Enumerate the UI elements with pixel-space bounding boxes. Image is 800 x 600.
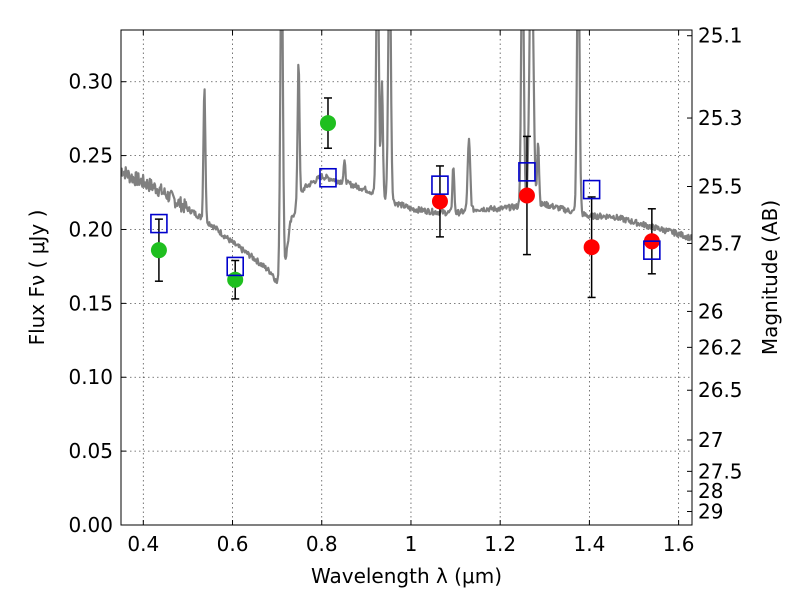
right-tick-label: 26 <box>698 299 723 323</box>
right-tick-label: 28 <box>698 479 723 503</box>
y-tick-label: 0.20 <box>68 217 113 241</box>
x-tick-label: 1.2 <box>484 532 516 556</box>
right-tick-label: 25.3 <box>698 106 743 130</box>
x-tick-label: 0.4 <box>127 532 159 556</box>
y-tick-label: 0.10 <box>68 365 113 389</box>
right-tick-label: 25.1 <box>698 24 743 48</box>
green-data-point <box>227 271 244 288</box>
model-square-marker <box>643 240 661 260</box>
x-tick-label: 1.6 <box>663 532 695 556</box>
x-tick-label: 0.6 <box>217 532 249 556</box>
y-tick-label: 0.25 <box>68 144 113 168</box>
axis-ticks: 0.4 0.6 0.8 1 1.2 1.4 1.6 0.00 0.05 0.10 0.15 0.20 0… <box>68 24 742 556</box>
model-square-marker <box>319 167 337 188</box>
data-points-layer <box>150 97 661 300</box>
right-tick-label: 29 <box>698 500 723 524</box>
right-tick-label: 26.2 <box>698 335 743 359</box>
red-data-point <box>431 193 448 210</box>
right-tick-label: 25.7 <box>698 231 743 255</box>
plot-frame <box>120 29 693 526</box>
spectrum-layer <box>121 30 692 285</box>
right-tick-label: 25.5 <box>698 174 743 198</box>
model-square-marker <box>518 162 536 182</box>
model-square-marker <box>226 256 244 277</box>
y-tick-label: 0.00 <box>68 513 113 537</box>
green-data-point <box>150 242 167 259</box>
x-axis-title: Wavelength λ (μm) <box>311 564 502 588</box>
right-tick-label: 27.5 <box>698 459 743 483</box>
y-axis-title: Flux Fν ( μJy ) <box>25 210 49 346</box>
x-tick-label: 1.4 <box>573 532 605 556</box>
right-tick-label: 26.5 <box>698 378 743 402</box>
model-square-marker <box>582 179 601 200</box>
y-tick-label: 0.30 <box>68 70 113 94</box>
red-data-point <box>518 187 535 204</box>
right-axis-title: Magnitude (AB) <box>758 200 782 355</box>
red-data-point <box>583 239 600 256</box>
y-tick-label: 0.05 <box>68 439 113 463</box>
y-tick-label: 0.15 <box>68 291 113 315</box>
green-data-point <box>319 115 336 132</box>
x-tick-label: 1 <box>405 532 418 556</box>
model-square-marker <box>150 213 168 234</box>
model-square-marker <box>431 175 449 195</box>
grid-lines <box>121 30 692 526</box>
spectrum-line <box>121 30 692 285</box>
right-tick-label: 27 <box>698 428 723 452</box>
x-tick-label: 0.8 <box>306 532 338 556</box>
